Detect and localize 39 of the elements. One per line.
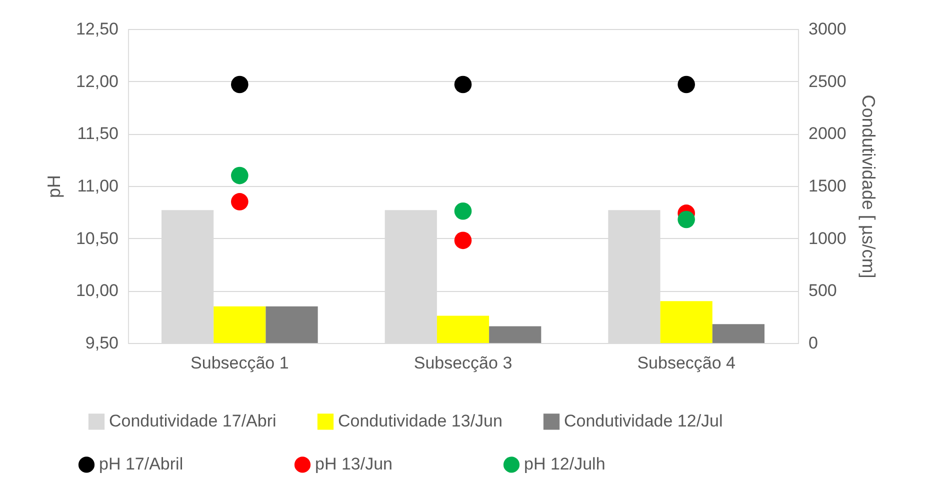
y-tick-label: 9,50 — [85, 334, 118, 352]
point — [231, 76, 248, 94]
y2-tick-label: 1500 — [808, 176, 846, 196]
y-tick-label: 12,00 — [76, 72, 118, 91]
legend-label: Condutividade 17/Abri — [109, 412, 276, 431]
legend-label: pH 12/Julh — [524, 454, 606, 474]
y-tick-label: 10,50 — [76, 228, 118, 248]
x-tick-label: Subsecção 3 — [414, 354, 512, 372]
y-tick-label: 12,50 — [76, 20, 118, 38]
bar — [660, 301, 712, 343]
y2-tick-label: 0 — [808, 334, 818, 352]
x-tick-label: Subsecção 4 — [637, 354, 736, 372]
bar — [266, 306, 318, 343]
point — [454, 76, 472, 94]
bar — [712, 324, 764, 343]
point — [231, 166, 248, 184]
point — [231, 193, 248, 210]
legend-label: Condutividade 13/Jun — [338, 412, 502, 431]
legend-label: pH 17/Abril — [99, 454, 184, 474]
point — [678, 76, 695, 94]
point — [454, 202, 472, 220]
legend-label: pH 13/Jun — [315, 454, 392, 474]
bar — [436, 316, 490, 343]
y2-tick-label: 3000 — [808, 20, 846, 38]
bar — [214, 306, 266, 343]
y2-tick-label: 1000 — [808, 228, 846, 248]
point — [454, 232, 472, 250]
point — [678, 210, 695, 228]
x-tick-label: Subsecção 1 — [190, 354, 289, 372]
y-tick-label: 11,50 — [77, 124, 118, 144]
y-tick-label: 11,00 — [77, 176, 118, 196]
y-tick-label: 10,00 — [76, 281, 118, 300]
y-axis-title: pH — [44, 174, 64, 198]
y2-tick-label: 500 — [808, 281, 837, 300]
legend-label: Condutividade 12/Jul — [564, 412, 723, 431]
y2-axis-title: Condutividade [ µs/cm] — [858, 94, 878, 278]
bar — [489, 326, 542, 343]
y2-tick-label: 2000 — [808, 124, 846, 144]
y2-tick-label: 2500 — [808, 72, 846, 91]
